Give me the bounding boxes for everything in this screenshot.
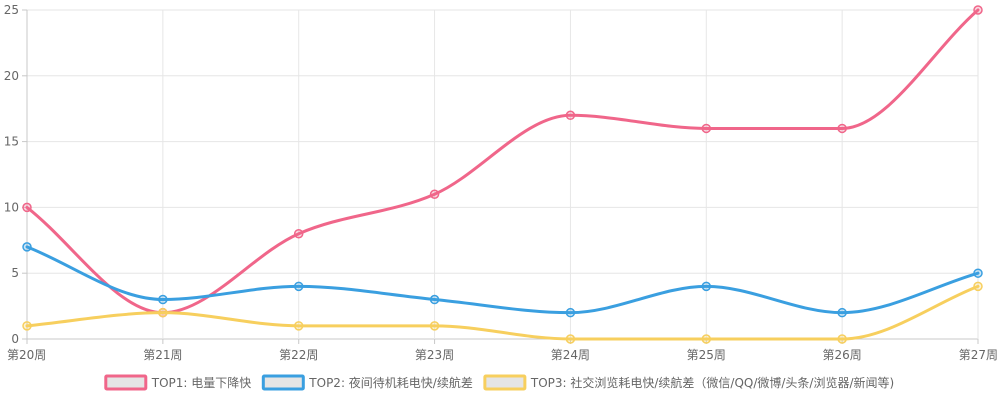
data-point — [293, 281, 304, 292]
y-tick-label: 5 — [11, 266, 19, 280]
data-point — [429, 189, 440, 199]
x-tick-label: 第23周 — [415, 348, 454, 362]
series-line — [25, 284, 980, 341]
x-tick-label: 第20周 — [7, 348, 46, 362]
data-point — [158, 294, 168, 305]
data-point — [837, 307, 847, 318]
data-point — [565, 110, 576, 121]
legend-item-3[interactable]: TOP3: 社交浏览耗电快/续航差（微信/QQ/微博/头条/浏览器/新闻等) — [483, 374, 894, 391]
data-point — [22, 321, 32, 331]
legend-label: TOP1: 电量下降快 — [151, 376, 252, 390]
legend-label: TOP3: 社交浏览耗电快/续航差（微信/QQ/微博/头条/浏览器/新闻等) — [530, 375, 894, 390]
data-point — [22, 242, 32, 252]
data-point — [973, 268, 983, 278]
grid — [26, 9, 979, 340]
legend-swatch — [261, 374, 305, 391]
legend-swatch — [483, 374, 527, 391]
data-point — [973, 5, 983, 15]
data-point — [701, 334, 712, 344]
data-point — [22, 202, 32, 213]
data-point — [565, 334, 576, 344]
series-line — [25, 8, 980, 315]
data-point — [429, 321, 440, 331]
y-tick-label: 20 — [4, 69, 19, 83]
y-tick-label: 15 — [4, 135, 19, 149]
series-2 — [22, 242, 983, 318]
data-point — [701, 123, 712, 134]
data-point — [429, 294, 440, 305]
y-tick-label: 25 — [4, 3, 19, 17]
axes: 0 5 10 15 20 25 第20周 第21周 第22周 第23周 第24周 第25周 第26周 第2… — [4, 3, 998, 362]
series-layer — [22, 5, 983, 344]
data-point — [973, 281, 983, 292]
data-point — [293, 321, 304, 331]
data-point — [837, 123, 847, 134]
y-tick-label: 0 — [11, 332, 19, 346]
legend-item-1[interactable]: TOP1: 电量下降快 — [104, 374, 252, 391]
legend[interactable]: TOP1: 电量下降快 TOP2: 夜间待机耗电快/续航差 TOP3: 社交浏览耗电… — [104, 374, 894, 391]
x-tick-label: 第27周 — [959, 348, 998, 362]
data-point — [293, 228, 304, 239]
x-tick-label: 第21周 — [143, 348, 182, 362]
x-tick-label: 第24周 — [551, 348, 590, 362]
data-point — [158, 307, 168, 318]
data-point — [701, 281, 712, 292]
data-point — [837, 334, 847, 344]
x-tick-label: 第26周 — [823, 348, 862, 362]
x-tick-label: 第22周 — [279, 348, 318, 362]
legend-swatch — [104, 374, 148, 391]
y-tick-label: 10 — [4, 200, 19, 214]
legend-label: TOP2: 夜间待机耗电快/续航差 — [308, 375, 473, 390]
series-1 — [22, 5, 983, 318]
series-line — [25, 245, 980, 315]
data-point — [565, 307, 576, 318]
legend-item-2[interactable]: TOP2: 夜间待机耗电快/续航差 — [261, 374, 473, 391]
x-tick-label: 第25周 — [687, 348, 726, 362]
series-3 — [22, 281, 983, 344]
